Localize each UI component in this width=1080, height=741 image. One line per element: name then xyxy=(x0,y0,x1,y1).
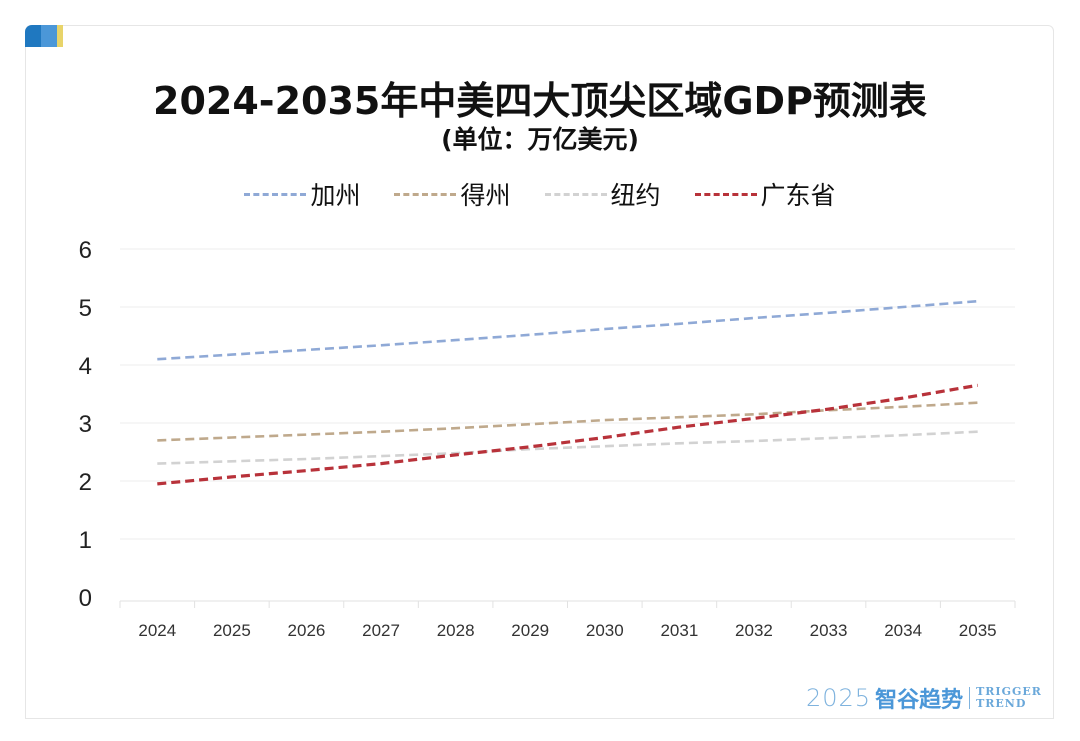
series-line-2 xyxy=(157,430,978,465)
x-tick-label: 2032 xyxy=(735,621,773,640)
legend-label: 得州 xyxy=(460,181,511,210)
series-line-0 xyxy=(157,299,978,361)
legend-swatch-icon xyxy=(694,192,757,196)
x-tick-label: 2029 xyxy=(511,621,549,640)
x-tick-label: 2025 xyxy=(213,621,251,640)
y-tick-label: 4 xyxy=(79,353,92,380)
chart-card xyxy=(25,25,1054,719)
watermark-divider xyxy=(969,687,971,709)
legend-item-guangdong: 广东省 xyxy=(694,176,836,212)
legend-label: 加州 xyxy=(310,181,361,210)
x-axis: 2024 2025 2026 2027 2028 2029 2030 2031 2032 2033… xyxy=(119,600,1016,640)
y-tick-label: 1 xyxy=(79,527,92,554)
legend-item-texas: 得州 xyxy=(394,176,511,212)
watermark-logo: 2025 智谷趋势 TRIGGER TREND xyxy=(806,682,1042,714)
legend-swatch-icon xyxy=(544,192,607,196)
watermark-year: 2025 xyxy=(806,684,872,712)
x-tick-label: 2035 xyxy=(959,621,997,640)
legend-item-california: 加州 xyxy=(244,176,360,212)
chart-title: 2024-2035年中美四大顶尖区域GDP预测表 xyxy=(153,79,927,123)
gridlines xyxy=(120,248,1015,540)
legend-label: 广东省 xyxy=(760,181,836,210)
legend-label: 纽约 xyxy=(610,181,661,210)
x-tick-label: 2030 xyxy=(586,621,624,640)
watermark-en-line2: TREND xyxy=(976,697,1027,710)
y-tick-label: 5 xyxy=(79,295,92,322)
series-line-3 xyxy=(157,383,978,486)
watermark-brand-cn: 智谷趋势 xyxy=(875,687,964,713)
legend: 加州 得州 纽约 广东省 xyxy=(0,176,1080,212)
y-tick-label: 0 xyxy=(79,585,92,612)
brand-badge-icon xyxy=(25,25,63,47)
y-tick-label: 3 xyxy=(79,411,92,438)
chart-subtitle: (单位：万亿美元) xyxy=(441,125,639,154)
series-line-1 xyxy=(157,401,978,442)
x-tick-label: 2027 xyxy=(362,621,400,640)
legend-swatch-icon xyxy=(394,192,457,196)
x-tick-label: 2033 xyxy=(810,621,848,640)
legend-swatch-icon xyxy=(244,192,307,196)
y-axis: 0 1 2 3 4 5 6 xyxy=(79,237,92,612)
y-tick-label: 6 xyxy=(79,237,92,264)
legend-item-new-york: 纽约 xyxy=(544,176,661,212)
x-tick-label: 2026 xyxy=(288,621,326,640)
x-tick-label: 2028 xyxy=(437,621,475,640)
y-tick-label: 2 xyxy=(79,469,92,496)
watermark-en-line1: TRIGGER xyxy=(976,685,1042,698)
watermark-brand-en: TRIGGER TREND xyxy=(976,686,1042,710)
x-tick-label: 2034 xyxy=(884,621,922,640)
x-tick-label: 2024 xyxy=(138,621,176,640)
series-lines xyxy=(157,299,978,486)
x-tick-label: 2031 xyxy=(660,621,698,640)
